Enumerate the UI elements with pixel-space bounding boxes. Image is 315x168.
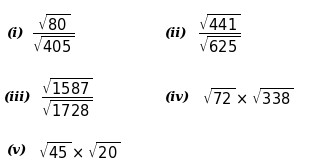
Text: $\sqrt{72} \times \sqrt{338}$: $\sqrt{72} \times \sqrt{338}$ xyxy=(202,87,293,108)
Text: $\dfrac{\sqrt{1587}}{\sqrt{1728}}$: $\dfrac{\sqrt{1587}}{\sqrt{1728}}$ xyxy=(41,76,93,119)
Text: (iii): (iii) xyxy=(3,91,31,104)
Text: (v): (v) xyxy=(6,145,26,158)
Text: $\dfrac{\sqrt{441}}{\sqrt{625}}$: $\dfrac{\sqrt{441}}{\sqrt{625}}$ xyxy=(198,12,241,55)
Text: (i): (i) xyxy=(6,27,24,40)
Text: $\dfrac{\sqrt{80}}{\sqrt{405}}$: $\dfrac{\sqrt{80}}{\sqrt{405}}$ xyxy=(32,12,74,55)
Text: $\sqrt{45} \times \sqrt{20}$: $\sqrt{45} \times \sqrt{20}$ xyxy=(38,141,120,162)
Text: (ii): (ii) xyxy=(164,27,186,40)
Text: (iv): (iv) xyxy=(164,91,189,104)
